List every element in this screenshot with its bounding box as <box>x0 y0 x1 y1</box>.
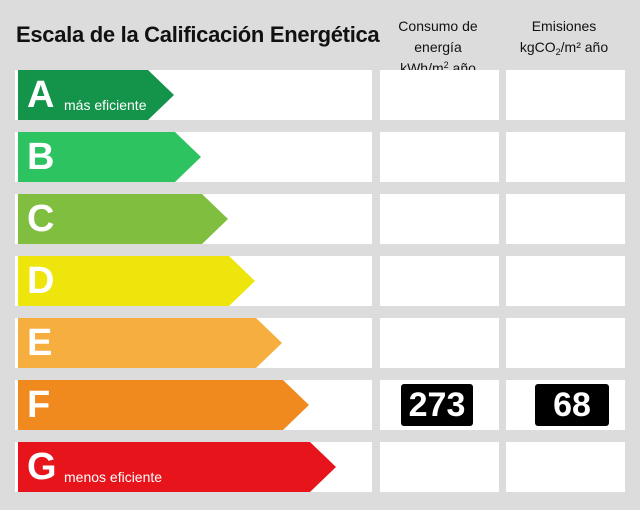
rating-arrow-e: E <box>18 318 282 368</box>
consumo-cell <box>380 318 499 368</box>
emisiones-cell <box>506 442 625 492</box>
rating-letter: C <box>27 198 55 240</box>
page-title: Escala de la Calificación Energética <box>16 22 380 47</box>
rating-arrow-b: B <box>18 132 201 182</box>
emisiones-cell <box>506 132 625 182</box>
emisiones-header-line2: kgCO2/m² año <box>519 39 609 57</box>
rating-label: menos eficiente <box>64 469 163 485</box>
emisiones-cell <box>506 256 625 306</box>
rating-label: más eficiente <box>64 97 147 113</box>
consumo-cell <box>380 70 499 120</box>
rating-letter: G <box>27 446 57 488</box>
consumo-header-line1: Consumo de energía <box>398 18 478 55</box>
consumo-cell <box>380 132 499 182</box>
rating-arrow-c: C <box>18 194 228 244</box>
emisiones-cell <box>506 194 625 244</box>
emisiones-value-badge: 68 <box>535 384 609 426</box>
emisiones-header-line1: Emisiones <box>531 18 597 34</box>
consumo-cell <box>380 256 499 306</box>
consumo-value-badge: 273 <box>401 384 473 426</box>
consumo-cell <box>380 194 499 244</box>
rating-arrow-d: D <box>18 256 255 306</box>
rating-letter: F <box>27 384 51 426</box>
rating-arrow-f: F <box>18 380 309 430</box>
emisiones-cell <box>506 70 625 120</box>
rating-letter: E <box>27 322 53 364</box>
rating-letter: A <box>27 74 55 116</box>
emisiones-column-header: Emisiones kgCO2/m² año <box>500 16 628 58</box>
rating-letter: D <box>27 260 55 302</box>
emisiones-cell <box>506 318 625 368</box>
rating-letter: B <box>27 136 55 178</box>
consumo-cell <box>380 442 499 492</box>
